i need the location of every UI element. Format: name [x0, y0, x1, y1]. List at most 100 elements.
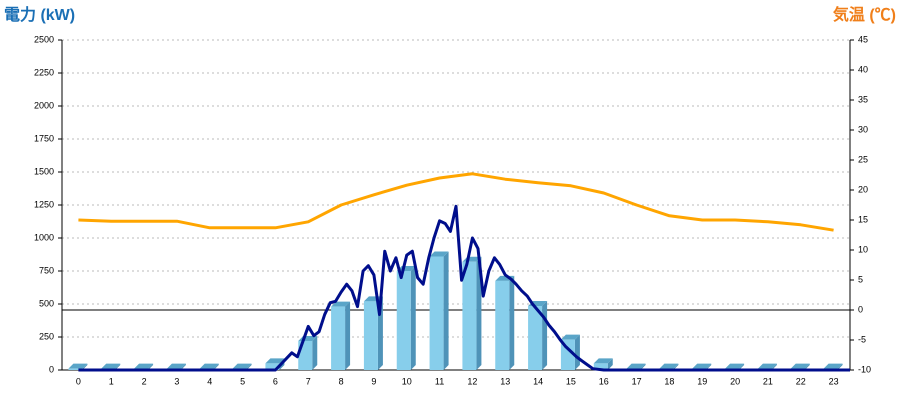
bar-side: [476, 256, 482, 370]
bar-side: [345, 301, 351, 370]
y-axis-title: 電力 (kW): [4, 5, 75, 24]
y2-tick-label: -5: [858, 334, 866, 344]
y2-tick-label: 5: [858, 274, 863, 284]
y2-tick-label: 10: [858, 244, 868, 254]
y2-tick-label: 30: [858, 124, 868, 134]
y-tick-label: 2000: [34, 100, 54, 110]
x-tick-label: 18: [664, 376, 674, 386]
y2-tick-label: 45: [858, 34, 868, 44]
bar-top: [134, 363, 154, 369]
bar-top: [560, 334, 580, 340]
x-tick-label: 3: [174, 376, 179, 386]
bar-side: [542, 300, 548, 370]
x-tick-label: 7: [306, 376, 311, 386]
bar-top: [692, 363, 712, 369]
y-tick-label: 1250: [34, 199, 54, 209]
y2-tick-label: 15: [858, 214, 868, 224]
y-tick-label: 250: [39, 331, 54, 341]
x-tick-label: 10: [402, 376, 412, 386]
bar-top: [790, 363, 810, 369]
bar-top: [593, 358, 613, 364]
x-tick-label: 8: [339, 376, 344, 386]
x-tick-label: 15: [566, 376, 576, 386]
x-tick-label: 23: [829, 376, 839, 386]
bar-side: [607, 358, 613, 370]
y2-tick-label: -10: [858, 364, 871, 374]
y-tick-label: 500: [39, 298, 54, 308]
bar-top: [757, 363, 777, 369]
bar-side: [213, 363, 219, 370]
y-tick-label: 2250: [34, 67, 54, 77]
x-tick-label: 20: [730, 376, 740, 386]
x-tick-label: 6: [273, 376, 278, 386]
x-tick-label: 9: [371, 376, 376, 386]
bar-top: [429, 251, 449, 257]
x-tick-label: 19: [697, 376, 707, 386]
y-tick-label: 1000: [34, 232, 54, 242]
bar: [396, 271, 411, 370]
bar-top: [101, 363, 121, 369]
x-tick-label: 22: [796, 376, 806, 386]
bar-side: [148, 363, 154, 370]
bar-top: [331, 301, 351, 307]
line: [78, 172, 834, 232]
bar-side: [509, 275, 515, 370]
x-tick-label: 11: [435, 376, 444, 386]
x-tick-label: 5: [240, 376, 245, 386]
x-tick-label: 0: [76, 376, 81, 386]
x-tick-label: 1: [109, 376, 114, 386]
y2-axis-title: 気温 (℃): [833, 5, 896, 24]
bar-top: [626, 363, 646, 369]
x-tick-label: 4: [207, 376, 212, 386]
bar: [429, 256, 444, 370]
bar-top: [265, 358, 285, 364]
x-tick-label: 2: [142, 376, 147, 386]
bar: [331, 306, 346, 370]
y2-tick-label: 35: [858, 94, 868, 104]
bar-side: [771, 363, 777, 370]
bar-side: [410, 266, 416, 370]
y-tick-label: 0: [49, 364, 54, 374]
bar: [363, 301, 378, 370]
bar: [495, 280, 510, 370]
bar-top: [396, 266, 416, 271]
bar-side: [706, 363, 712, 370]
bar-side: [837, 363, 843, 370]
bar-side: [82, 363, 88, 370]
bar: [68, 368, 83, 370]
bar-top: [232, 363, 252, 369]
bar-top: [725, 363, 745, 369]
bar-side: [640, 363, 646, 370]
x-tick-label: 13: [500, 376, 510, 386]
x-tick-label: 17: [632, 376, 642, 386]
bar-top: [166, 363, 186, 369]
x-tick-label: 12: [467, 376, 477, 386]
bar-top: [659, 363, 679, 369]
bar-side: [804, 363, 810, 370]
y-tick-label: 1750: [34, 133, 54, 143]
y2-tick-label: 0: [858, 304, 863, 314]
bar-side: [673, 363, 679, 370]
bar: [265, 363, 280, 370]
bar-top: [823, 363, 843, 369]
y2-tick-label: 40: [858, 64, 868, 74]
bar-side: [312, 335, 318, 370]
bar: [528, 305, 543, 370]
bar-top: [199, 363, 219, 369]
bar-side: [739, 363, 745, 370]
x-tick-label: 16: [599, 376, 609, 386]
x-tick-label: 21: [763, 376, 773, 386]
y-tick-label: 1500: [34, 166, 54, 176]
bar: [593, 363, 608, 370]
bar-side: [246, 363, 252, 370]
y2-tick-label: 20: [858, 184, 868, 194]
line: [78, 204, 850, 372]
y-tick-label: 2500: [34, 34, 54, 44]
bar: [462, 261, 477, 370]
bar-side: [574, 334, 580, 370]
bar-side: [115, 363, 121, 370]
x-tick-label: 14: [533, 376, 543, 386]
y2-tick-label: 25: [858, 154, 868, 164]
bar-side: [443, 251, 449, 370]
